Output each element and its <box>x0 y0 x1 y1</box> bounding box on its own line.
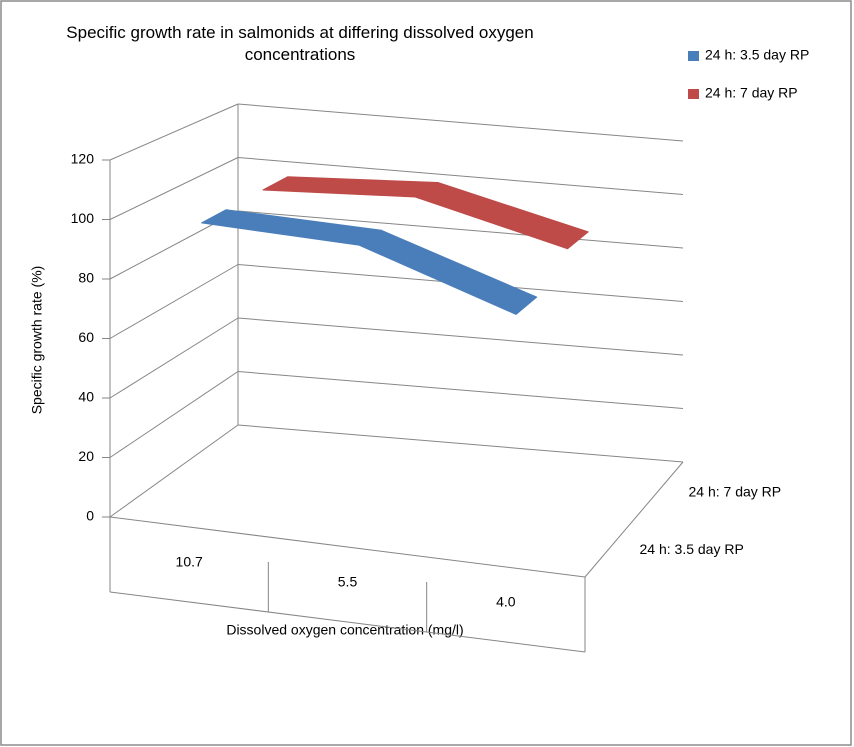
grid-line <box>109 371 239 458</box>
y-tick-label: 0 <box>86 508 94 524</box>
grid-line <box>109 317 239 399</box>
y-tick-label: 60 <box>78 329 94 345</box>
x-tick-label: 10.7 <box>176 554 203 570</box>
legend-label: 24 h: 3.5 day RP <box>705 47 809 63</box>
depth-label: 24 h: 3.5 day RP <box>640 541 744 557</box>
grid-line <box>109 424 239 518</box>
x-tick-label: 4.0 <box>496 594 516 610</box>
grid-line <box>237 317 684 356</box>
grid-line <box>237 371 684 409</box>
y-tick-label: 40 <box>78 389 94 405</box>
y-tick-label: 100 <box>71 210 95 226</box>
y-axis-title: Specific growth rate (%) <box>29 266 45 415</box>
grid-line <box>109 264 239 339</box>
depth-label: 24 h: 7 day RP <box>689 483 782 499</box>
ribbon-segment <box>414 182 589 250</box>
grid-line <box>109 103 239 161</box>
y-tick-label: 20 <box>78 448 94 464</box>
grid-line <box>237 103 684 142</box>
grid-line <box>237 424 684 463</box>
y-tick-label: 120 <box>71 151 95 167</box>
grid-line <box>237 210 684 249</box>
ribbon-segment <box>358 229 538 315</box>
legend-label: 24 h: 7 day RP <box>705 85 798 101</box>
y-tick-label: 80 <box>78 270 94 286</box>
axis-line <box>584 461 684 578</box>
chart-title: Specific growth rate in salmonids at dif… <box>66 23 534 64</box>
legend-swatch <box>688 51 699 61</box>
axis-line <box>109 516 586 578</box>
x-tick-label: 5.5 <box>338 574 358 590</box>
grid-line <box>109 157 239 220</box>
grid-line <box>237 157 684 195</box>
x-axis-title: Dissolved oxygen concentration (mg/l) <box>226 622 463 638</box>
legend-swatch <box>688 89 699 99</box>
axis-line <box>109 591 586 653</box>
